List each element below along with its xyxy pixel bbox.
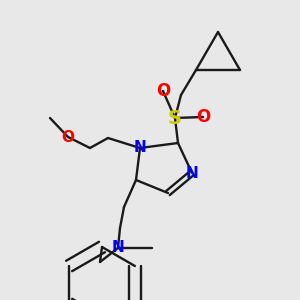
Text: O: O — [196, 108, 210, 126]
Text: O: O — [61, 130, 74, 145]
Text: N: N — [134, 140, 146, 155]
Text: N: N — [186, 166, 198, 181]
Text: O: O — [156, 82, 170, 100]
Text: N: N — [112, 241, 124, 256]
Text: S: S — [168, 109, 182, 128]
